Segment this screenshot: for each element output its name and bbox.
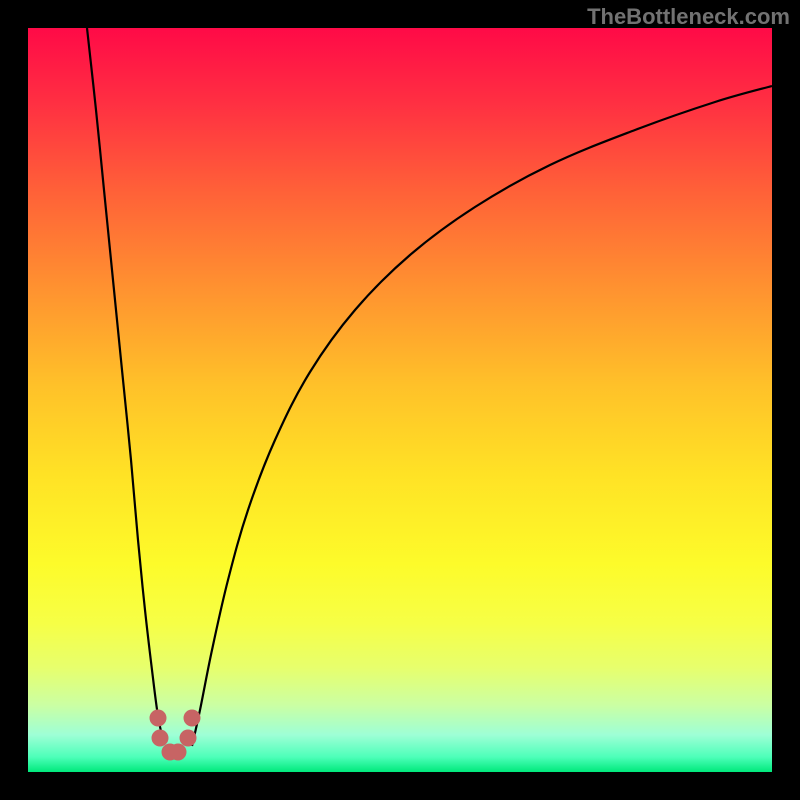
dip-marker: [170, 744, 187, 761]
dip-marker: [184, 710, 201, 727]
watermark-text: TheBottleneck.com: [587, 4, 790, 30]
chart-background: [28, 28, 772, 772]
dip-marker: [152, 730, 169, 747]
bottleneck-chart: [0, 0, 800, 800]
dip-marker: [180, 730, 197, 747]
chart-container: TheBottleneck.com: [0, 0, 800, 800]
dip-marker: [150, 710, 167, 727]
